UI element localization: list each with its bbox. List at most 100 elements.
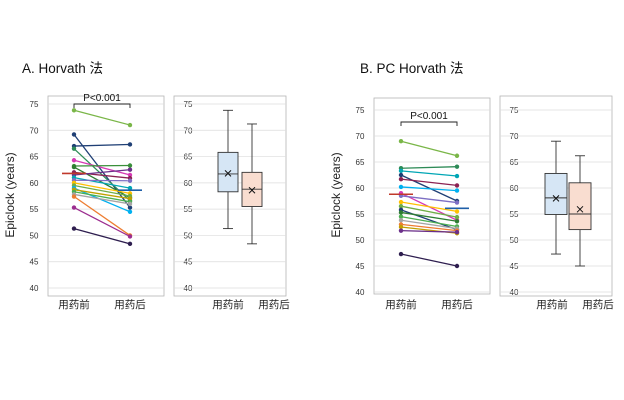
data-point bbox=[398, 204, 404, 209]
data-point bbox=[127, 185, 133, 191]
box-mean-marker bbox=[224, 170, 232, 177]
data-point bbox=[398, 228, 404, 233]
data-point bbox=[127, 209, 133, 214]
box-iqr bbox=[568, 182, 592, 231]
series bbox=[398, 176, 460, 188]
box-mean-marker bbox=[552, 195, 560, 202]
panel-a-box-category-after: 用药后 bbox=[258, 299, 290, 311]
panel-a-box-frame bbox=[173, 95, 287, 297]
data-point bbox=[398, 218, 404, 223]
series bbox=[398, 204, 460, 220]
series-line bbox=[73, 159, 131, 176]
box-mean-marker bbox=[576, 205, 584, 213]
y-tick-label: 65 bbox=[510, 158, 519, 167]
y-tick-label: 45 bbox=[30, 258, 39, 267]
series-line bbox=[73, 206, 131, 238]
panel-b-boxes bbox=[544, 140, 592, 267]
series-line bbox=[73, 193, 131, 205]
series-line bbox=[400, 140, 458, 157]
series-line bbox=[400, 201, 458, 213]
box-before bbox=[544, 140, 568, 255]
y-tick-label: 45 bbox=[184, 258, 193, 267]
data-point bbox=[398, 251, 404, 257]
series bbox=[398, 168, 460, 179]
series-line bbox=[400, 229, 458, 233]
panel-b-y-axis-label: Epiclock (years) bbox=[329, 152, 343, 237]
box-before bbox=[217, 109, 239, 230]
data-point bbox=[398, 224, 404, 230]
series-line bbox=[73, 191, 131, 203]
y-tick-label: 55 bbox=[356, 210, 365, 219]
y-tick-label: 50 bbox=[30, 231, 39, 240]
y-tick-label: 45 bbox=[356, 262, 365, 271]
data-point bbox=[454, 263, 460, 269]
y-tick-label: 40 bbox=[184, 284, 193, 293]
data-point bbox=[127, 196, 133, 201]
data-point bbox=[71, 194, 77, 199]
panel-a-line-chart: 40 45 50 55 60 65 70 75 P<0.001 用药前 用药后 bbox=[30, 93, 165, 311]
panel-b-significance-bracket: P<0.001 bbox=[400, 111, 458, 126]
series-line bbox=[73, 227, 131, 245]
data-point bbox=[398, 139, 404, 144]
series-line bbox=[400, 174, 458, 202]
series bbox=[398, 184, 460, 193]
data-point bbox=[71, 164, 77, 170]
series bbox=[398, 228, 460, 235]
panel-b-box-frame bbox=[499, 95, 613, 297]
series-line bbox=[73, 176, 131, 189]
y-tick-label: 60 bbox=[510, 184, 519, 193]
panel-b-title: B. PC Horvath 法 bbox=[360, 61, 464, 76]
data-point bbox=[127, 205, 133, 210]
data-point bbox=[127, 172, 133, 178]
y-tick-label: 60 bbox=[356, 184, 365, 193]
bracket-line bbox=[73, 103, 131, 108]
data-point bbox=[127, 167, 133, 172]
y-tick-label: 50 bbox=[356, 236, 365, 245]
series-line bbox=[400, 195, 458, 204]
panel-a-box-category-before: 用药前 bbox=[212, 298, 244, 311]
y-tick-label: 40 bbox=[356, 288, 365, 297]
panel-b-series bbox=[398, 139, 460, 269]
data-point bbox=[398, 184, 404, 190]
y-tick-label: 75 bbox=[356, 106, 365, 115]
data-point bbox=[127, 142, 133, 147]
y-tick-label: 50 bbox=[510, 236, 519, 245]
series-line bbox=[73, 189, 131, 200]
series bbox=[71, 132, 133, 210]
panel-a-boxes bbox=[217, 109, 263, 245]
y-tick-label: 75 bbox=[184, 100, 193, 109]
series-line bbox=[73, 164, 131, 167]
y-tick-label: 70 bbox=[510, 132, 519, 141]
series bbox=[398, 251, 460, 269]
panel-b-mean-markers bbox=[389, 193, 469, 210]
data-point bbox=[71, 205, 77, 210]
data-point bbox=[398, 176, 404, 182]
data-point bbox=[127, 241, 133, 247]
data-point bbox=[398, 199, 404, 205]
series bbox=[71, 205, 133, 239]
series-line bbox=[400, 253, 458, 267]
y-tick-label: 75 bbox=[510, 106, 519, 115]
panel-b-box-y-ticks: 40 45 50 55 60 65 70 75 bbox=[510, 106, 519, 297]
panel-b-box-category-before: 用药前 bbox=[536, 298, 568, 311]
data-point bbox=[454, 173, 460, 179]
panel-a-box-chart: 40 45 50 55 60 65 70 75 用药前 用药后 bbox=[173, 95, 290, 311]
data-point bbox=[454, 183, 460, 188]
box-iqr bbox=[217, 151, 239, 193]
panel-a-category-before: 用药前 bbox=[58, 298, 90, 311]
data-point bbox=[127, 234, 133, 239]
panel-b-category-before: 用药前 bbox=[385, 298, 417, 311]
panel-a-box-y-ticks: 40 45 50 55 60 65 70 75 bbox=[184, 100, 193, 293]
data-point bbox=[71, 146, 77, 151]
panel-b-line-chart: 40 45 50 55 60 65 70 75 P<0.001 用药前 用药后 bbox=[356, 97, 491, 311]
series bbox=[398, 164, 460, 171]
data-point bbox=[127, 201, 133, 207]
data-point bbox=[71, 108, 77, 113]
box-mean-marker bbox=[248, 186, 256, 194]
series-line bbox=[400, 223, 458, 232]
series-line bbox=[400, 170, 458, 177]
y-tick-label: 60 bbox=[30, 179, 39, 188]
y-tick-label: 60 bbox=[184, 179, 193, 188]
panel-a-significance-bracket: P<0.001 bbox=[73, 93, 131, 108]
